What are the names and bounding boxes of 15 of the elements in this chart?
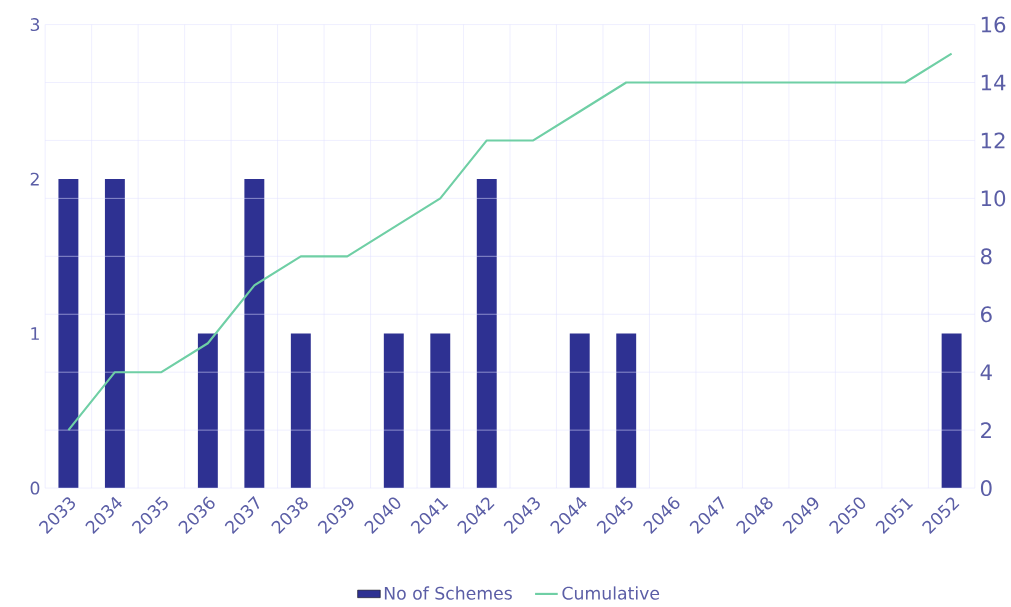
y2-tick-label: 12 [981, 132, 1005, 149]
y2-tick-label: 6 [981, 306, 992, 323]
y2-tick-label: 2 [981, 422, 991, 439]
legend-label: Cumulative [562, 586, 660, 600]
y2-tick-label: 14 [981, 74, 1006, 91]
y2-tick-label: 8 [980, 248, 992, 265]
y2-tick-label: 16 [981, 16, 1006, 33]
y-tick-label: 1 [31, 327, 39, 340]
legend-label: No of Schemes [384, 586, 512, 600]
y-tick-label: 0 [30, 481, 40, 495]
y-tick-label: 2 [30, 172, 39, 186]
y2-tick-label: 4 [980, 364, 992, 381]
y-tick-label: 3 [30, 18, 40, 32]
y2-tick-label: 10 [981, 190, 1006, 207]
y2-tick-label: 0 [980, 480, 992, 497]
